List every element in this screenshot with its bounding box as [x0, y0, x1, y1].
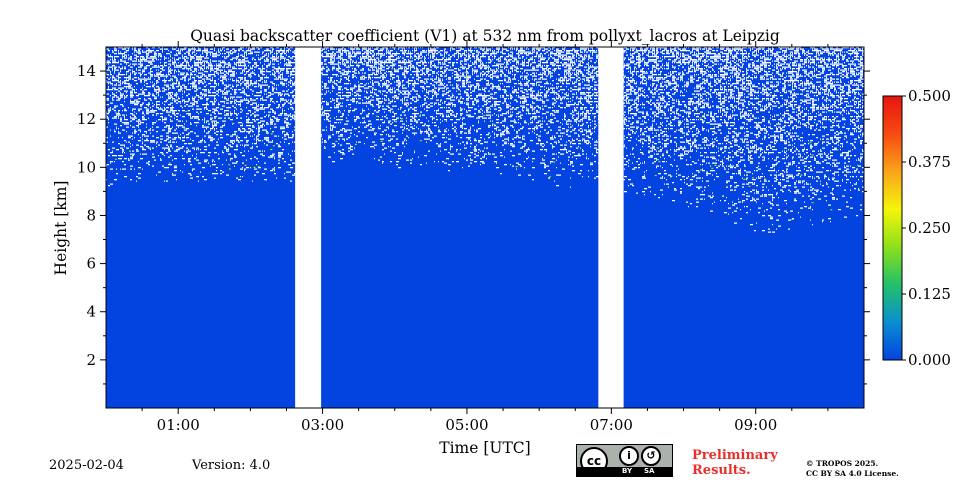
y-tick-label: 12 — [77, 110, 96, 128]
y-tick-label: 6 — [86, 255, 96, 273]
copyright-note: © TROPOS 2025. CC BY SA 4.0 License. — [806, 459, 899, 479]
cc-license-badge: cc i ↺ BY SA — [576, 444, 673, 477]
badge-strip: BY SA — [577, 467, 672, 476]
noise-speckle — [106, 47, 864, 233]
chart-title: Quasi backscatter coefficient (V1) at 53… — [190, 27, 780, 45]
x-tick-label: 09:00 — [734, 416, 777, 434]
x-tick-label: 01:00 — [157, 416, 200, 434]
x-axis-label: Time [UTC] — [439, 439, 530, 457]
badge-by-label: BY — [622, 467, 633, 475]
colorbar: 0.000 0.125 0.250 0.375 0.500 — [882, 87, 951, 369]
data-gap-2 — [598, 47, 624, 408]
share-alike-icon: ↺ — [641, 446, 661, 466]
preliminary-line-2: Results. — [692, 463, 751, 478]
colorbar-gradient — [882, 95, 903, 361]
signal-background — [106, 47, 864, 408]
y-tick-label: 14 — [77, 62, 96, 80]
colorbar-tick-label: 0.000 — [908, 351, 951, 369]
y-tick-label: 4 — [86, 303, 96, 321]
x-tick-label: 03:00 — [301, 416, 344, 434]
colorbar-tick-label: 0.375 — [908, 153, 951, 171]
version-label: Version: 4.0 — [192, 458, 271, 473]
data-gap-1 — [295, 47, 322, 408]
badge-sa-label: SA — [644, 467, 655, 475]
x-tick-label: 07:00 — [590, 416, 633, 434]
plot-area — [105, 46, 865, 409]
copyright-line-2: CC BY SA 4.0 License. — [806, 469, 899, 478]
y-tick-label: 8 — [86, 206, 96, 224]
y-tick-label: 10 — [77, 158, 96, 176]
date-label: 2025-02-04 — [49, 458, 124, 473]
x-axis: 01:00 03:00 05:00 07:00 09:00 — [141, 41, 829, 434]
colorbar-tick-label: 0.250 — [908, 219, 951, 237]
preliminary-line-1: Preliminary — [692, 448, 778, 463]
attribution-icon: i — [619, 446, 639, 466]
copyright-line-1: © TROPOS 2025. — [806, 459, 879, 468]
colorbar-tick-label: 0.125 — [908, 285, 951, 303]
y-axis-label: Height [km] — [52, 181, 70, 276]
y-tick-label: 2 — [86, 351, 96, 369]
x-tick-label: 05:00 — [445, 416, 488, 434]
y-axis: 2 4 6 8 10 12 14 — [77, 62, 870, 385]
plot-frame — [105, 46, 865, 409]
preliminary-results-note: Preliminary Results. — [692, 448, 778, 478]
colorbar-tick-label: 0.500 — [908, 87, 951, 105]
